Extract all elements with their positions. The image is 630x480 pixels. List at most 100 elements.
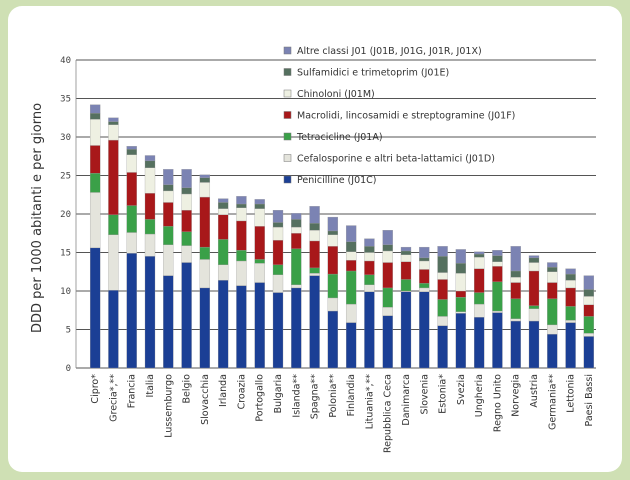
legend-label: Chinoloni (J01M) bbox=[297, 89, 375, 100]
bar-segment bbox=[510, 320, 521, 369]
bar-segment bbox=[400, 254, 412, 262]
bar-segment bbox=[419, 246, 430, 259]
legend-swatch bbox=[283, 154, 292, 162]
bar-segment bbox=[144, 233, 156, 257]
bar-segment bbox=[199, 246, 211, 260]
bar-segment bbox=[455, 249, 467, 264]
bar-segment bbox=[144, 167, 156, 194]
bar-segment bbox=[583, 316, 595, 334]
bar-segment bbox=[528, 255, 540, 259]
bar-segment bbox=[437, 279, 448, 300]
bar-segment bbox=[492, 250, 503, 256]
bar-segment bbox=[510, 270, 521, 278]
legend-swatch bbox=[283, 132, 292, 141]
bar-segment bbox=[181, 209, 192, 232]
bar-segment bbox=[437, 316, 448, 326]
bar-segment bbox=[345, 251, 357, 261]
bar-segment bbox=[455, 263, 467, 274]
category-label: Italia bbox=[145, 374, 156, 397]
category-label: Belgio bbox=[182, 374, 193, 404]
bar-segment bbox=[217, 208, 229, 215]
x-category-labels: Cipro* Grecia*,** Francia Italia Lussemburgo… bbox=[90, 374, 595, 453]
bar-segment bbox=[89, 145, 101, 174]
bar-segment bbox=[382, 287, 393, 308]
bar-segment bbox=[492, 266, 503, 282]
category-label: Irlanda bbox=[218, 374, 229, 407]
bar-segment bbox=[437, 256, 448, 273]
bar-segment bbox=[309, 206, 320, 224]
y-tick-label: 5 bbox=[66, 326, 71, 336]
bar-segment bbox=[547, 266, 558, 272]
bar-segment bbox=[528, 257, 540, 263]
bar-segment bbox=[272, 209, 284, 223]
bar-segment bbox=[583, 289, 595, 297]
bar-segment bbox=[583, 296, 595, 306]
bar-segment bbox=[144, 219, 156, 235]
bar-segment bbox=[126, 205, 137, 233]
bar-segment bbox=[583, 333, 595, 337]
category-label: Lettonia bbox=[566, 374, 577, 413]
bar-segment bbox=[382, 230, 393, 245]
category-label: Norvegia bbox=[511, 374, 522, 417]
bar-segment bbox=[309, 275, 320, 369]
bar-segment bbox=[89, 104, 101, 114]
bar-segment bbox=[291, 213, 302, 220]
bar-segment bbox=[419, 283, 430, 289]
bar-segment bbox=[108, 121, 119, 125]
bar-segment bbox=[108, 214, 119, 235]
category-label: Paesi Bassi bbox=[584, 374, 595, 426]
bar-segment bbox=[327, 310, 339, 369]
bar-segment bbox=[437, 299, 448, 317]
bar-segment bbox=[382, 262, 393, 289]
y-tick-label: 35 bbox=[60, 95, 71, 105]
bar-segment bbox=[291, 226, 302, 234]
bar-segment bbox=[254, 259, 265, 264]
category-label: Bulgaria bbox=[273, 374, 284, 413]
bar-segment bbox=[382, 315, 393, 369]
bar-segment bbox=[108, 139, 119, 215]
category-label: Spagna** bbox=[310, 374, 321, 420]
bar-segment bbox=[254, 263, 265, 283]
bar-segment bbox=[309, 230, 320, 242]
bar-segment bbox=[217, 202, 229, 209]
bar-segment bbox=[492, 261, 503, 267]
bar-segment bbox=[108, 124, 119, 141]
bar-segment bbox=[254, 203, 265, 209]
bar-segment bbox=[163, 184, 174, 192]
bar-segment bbox=[327, 297, 339, 312]
bar-segment bbox=[126, 149, 137, 155]
category-label: Danimarca bbox=[401, 374, 412, 426]
bar-segment bbox=[547, 282, 558, 299]
bar-segment bbox=[254, 226, 265, 260]
bar-segment bbox=[528, 270, 540, 306]
bar-segment bbox=[144, 193, 156, 220]
bar-segment bbox=[272, 264, 284, 275]
bar-segment bbox=[345, 225, 357, 242]
y-tick-label: 0 bbox=[66, 364, 71, 374]
bar-segment bbox=[89, 247, 101, 369]
bar-segment bbox=[144, 160, 156, 168]
bar-segment bbox=[126, 172, 137, 206]
bar-segment bbox=[163, 190, 174, 203]
bar-segment bbox=[473, 253, 485, 258]
bar-segment bbox=[199, 196, 211, 248]
bar-segment bbox=[492, 310, 503, 313]
category-label: Austria bbox=[529, 374, 540, 408]
bar-segment bbox=[345, 322, 357, 369]
category-label: Germania** bbox=[547, 374, 558, 430]
bar-segment bbox=[364, 274, 375, 285]
category-label: Cipro* bbox=[90, 374, 101, 404]
bar-segment bbox=[528, 308, 540, 322]
bar-segment bbox=[455, 273, 467, 292]
category-label: Portogallo bbox=[255, 374, 266, 422]
bar-segment bbox=[473, 251, 485, 255]
bar-segment bbox=[254, 208, 265, 227]
bar-segment bbox=[437, 325, 448, 369]
bar-segment bbox=[144, 155, 156, 162]
bar-segment bbox=[345, 260, 357, 272]
bar-segment bbox=[473, 268, 485, 293]
bar-segment bbox=[236, 260, 247, 286]
category-label: Ungheria bbox=[474, 374, 485, 417]
bar-segment bbox=[108, 234, 119, 291]
legend-label: Penicilline (J01C) bbox=[297, 175, 377, 186]
